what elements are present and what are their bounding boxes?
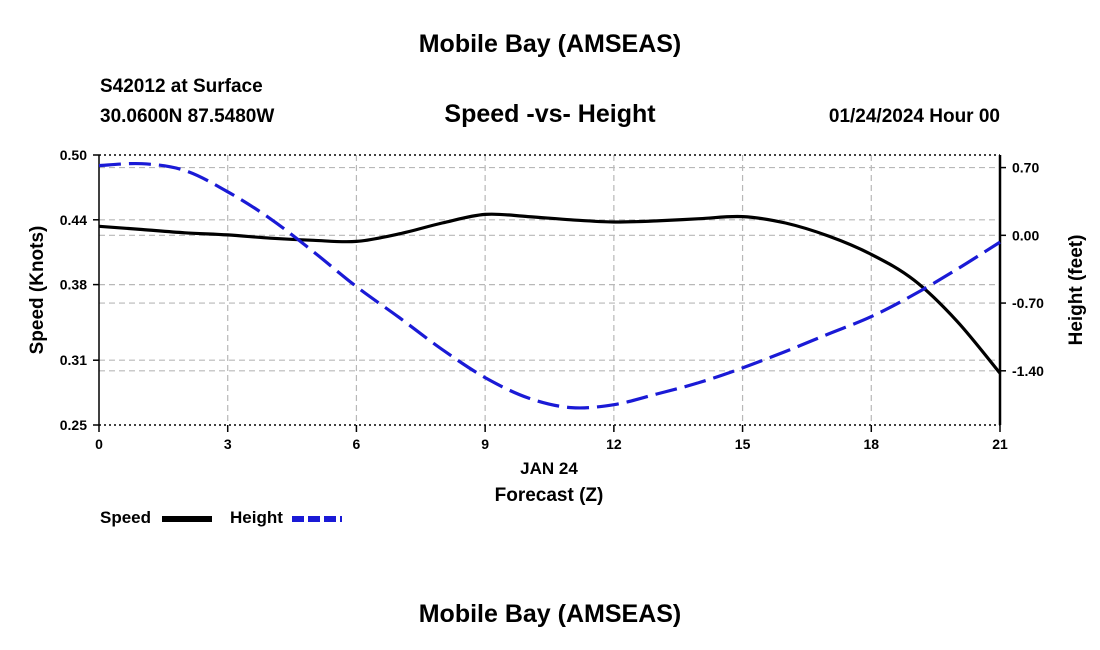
chart-bottom-title: Mobile Bay (AMSEAS) [418, 600, 682, 628]
y-right-tick-label: -0.70 [1012, 295, 1044, 311]
y-left-tick-label: 0.38 [60, 277, 87, 293]
x-axis-title: Forecast (Z) [495, 485, 604, 506]
y-right-tick-label: -1.40 [1012, 363, 1044, 379]
x-tick-label: 21 [992, 436, 1008, 452]
x-axis-date-label: JAN 24 [520, 459, 578, 478]
forecast-datetime: 01/24/2024 Hour 00 [828, 106, 1000, 127]
series-layer [98, 161, 1002, 410]
grid-layer [99, 155, 1000, 425]
x-tick-label: 9 [481, 436, 489, 452]
height-series-line [98, 161, 1001, 410]
speed-height-chart: 0 3 6 9 12 15 18 21 0.25 0.31 0.38 0.44 0.50 0.70 0.00… [27, 147, 1087, 506]
y-right-tick-label: 0.00 [1012, 227, 1039, 243]
chart-subtitle: Speed -vs- Height [444, 100, 656, 128]
y-axis-right-title: Height (feet) [1066, 235, 1087, 346]
y-axis-left-title: Speed (Knots) [27, 226, 48, 355]
x-tick-label: 12 [606, 436, 622, 452]
chart-top-title: Mobile Bay (AMSEAS) [418, 30, 682, 58]
x-tick-label: 6 [353, 436, 361, 452]
station-label: S42012 at Surface [100, 76, 263, 97]
y-left-tick-label: 0.44 [60, 212, 87, 228]
legend-height-label: Height [230, 508, 283, 527]
legend-speed-swatch [162, 516, 212, 522]
station-coordinates: 30.0600N 87.5480W [100, 106, 275, 127]
tick-layer: 0 3 6 9 12 15 18 21 0.25 0.31 0.38 0.44 0.50 0.70 0.00… [60, 147, 1044, 452]
speed-series-line [98, 212, 1002, 375]
x-tick-label: 0 [95, 436, 103, 452]
y-left-tick-label: 0.50 [60, 147, 87, 163]
y-left-tick-label: 0.25 [60, 417, 87, 433]
plot-frame [98, 154, 1002, 426]
legend-height-swatch [292, 516, 342, 522]
x-tick-label: 18 [863, 436, 879, 452]
x-tick-label: 3 [224, 436, 232, 452]
legend-speed-label: Speed [100, 508, 152, 527]
x-tick-label: 15 [735, 436, 751, 452]
y-left-tick-label: 0.31 [60, 352, 87, 368]
y-right-tick-label: 0.70 [1012, 160, 1039, 176]
